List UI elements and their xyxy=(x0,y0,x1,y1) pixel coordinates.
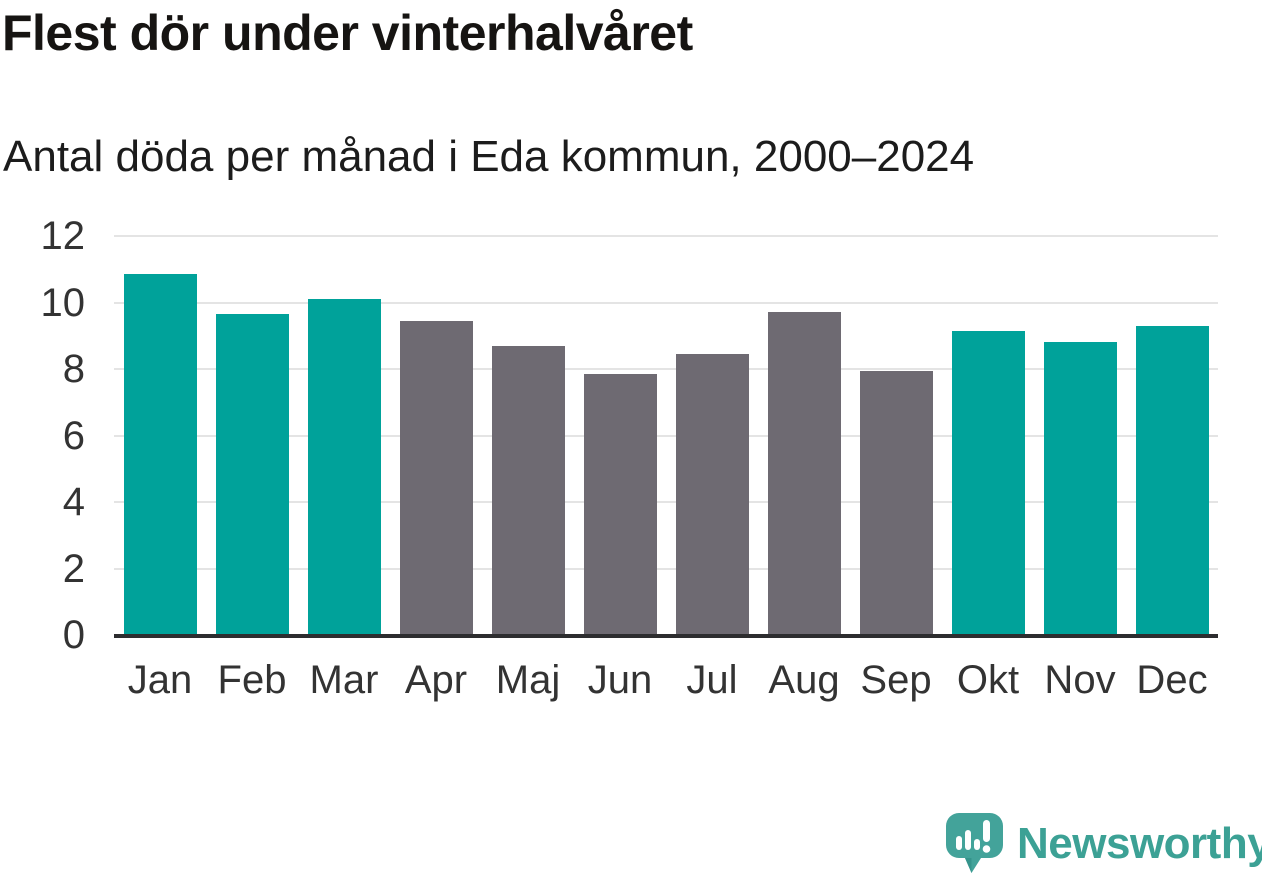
bar-okt xyxy=(951,330,1025,635)
x-axis-label-okt: Okt xyxy=(956,658,1020,702)
y-axis-label-6: 6 xyxy=(62,413,85,458)
y-axis-label-0: 0 xyxy=(62,613,85,657)
bar-jul xyxy=(675,354,749,635)
x-axis-label-nov: Nov xyxy=(1044,658,1116,702)
y-axis-label-2: 2 xyxy=(62,546,85,591)
y-axis-label-4: 4 xyxy=(62,480,85,524)
bar-nov xyxy=(1043,342,1117,635)
y-axis-label-12: 12 xyxy=(40,214,86,258)
x-axis-label-jul: Jul xyxy=(686,658,738,702)
x-axis-label-jan: Jan xyxy=(127,658,193,702)
x-axis-line xyxy=(114,634,1218,638)
y-axis-label-8: 8 xyxy=(62,347,85,391)
chart-title: Flest dör under vinterhalvåret xyxy=(2,5,693,61)
gridline-10 xyxy=(114,301,1218,304)
x-axis-label-mar: Mar xyxy=(309,658,379,702)
gridline-2 xyxy=(114,567,1218,570)
bar-sep xyxy=(859,370,933,635)
x-axis-label-feb: Feb xyxy=(217,658,287,702)
chart-subtitle: Antal döda per månad i Eda kommun, 2000–… xyxy=(3,132,975,181)
bar-aug xyxy=(767,312,841,635)
x-axis-label-aug: Aug xyxy=(768,658,840,702)
bar-jan xyxy=(123,274,197,635)
y-axis-label-10: 10 xyxy=(40,280,86,325)
brand-name: Newsworthy xyxy=(1017,819,1262,868)
bar-mar xyxy=(307,299,381,635)
gridline-6 xyxy=(114,434,1218,437)
x-axis-label-sep: Sep xyxy=(860,658,932,702)
gridline-4 xyxy=(114,501,1218,503)
x-axis-label-jun: Jun xyxy=(587,658,653,702)
gridline-12 xyxy=(114,235,1218,237)
bar-feb xyxy=(215,314,289,635)
x-axis-label-dec: Dec xyxy=(1136,658,1208,702)
bar-jun xyxy=(583,374,657,635)
newsworthy-logo-icon xyxy=(946,813,1003,873)
plot-area xyxy=(114,235,1218,635)
bar-maj xyxy=(491,345,565,635)
x-axis-label-apr: Apr xyxy=(404,658,468,702)
gridline-8 xyxy=(114,368,1218,370)
bar-apr xyxy=(399,320,473,635)
bar-dec xyxy=(1135,325,1209,635)
brand-footer: Newsworthy xyxy=(945,811,1262,877)
x-axis-label-maj: Maj xyxy=(495,658,561,702)
